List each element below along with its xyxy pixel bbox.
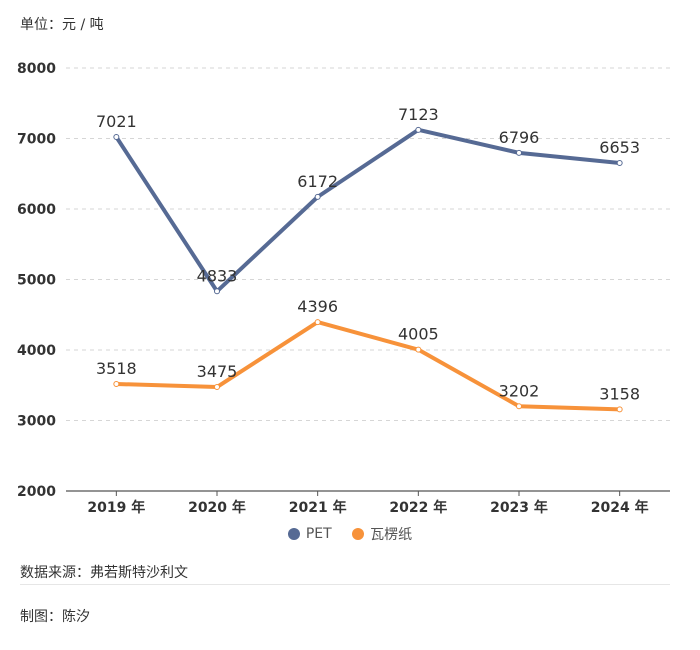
data-label-paper: 4396 [297, 297, 338, 316]
x-tick-label: 2023 年 [490, 499, 548, 516]
data-label-paper: 3475 [197, 362, 238, 381]
x-tick-label: 2024 年 [591, 499, 649, 516]
data-point-paper [516, 403, 522, 410]
data-label-paper: 3518 [96, 359, 137, 378]
x-tick-label: 2019 年 [87, 499, 145, 516]
data-label-paper: 3158 [599, 384, 640, 403]
data-label-paper: 3202 [499, 381, 540, 400]
unit-label: 单位：元 / 吨 [20, 17, 104, 33]
data-label-pet: 7021 [96, 112, 137, 131]
x-tick-label: 2020 年 [188, 499, 246, 516]
y-tick-label: 5000 [17, 273, 56, 289]
x-tick-label: 2021 年 [289, 499, 347, 516]
data-point-paper [415, 346, 422, 353]
data-point-pet [314, 193, 321, 200]
data-point-pet [415, 126, 422, 133]
author-label: 制图：陈汐 [20, 609, 90, 625]
y-tick-label: 4000 [17, 343, 56, 359]
y-tick-label: 7000 [17, 132, 56, 148]
footer-divider [20, 584, 670, 585]
source-label: 数据来源：弗若斯特沙利文 [20, 565, 188, 581]
data-label-pet: 6172 [297, 172, 338, 191]
legend-label-paper: 瓦楞纸 [370, 527, 413, 543]
legend-item-pet[interactable]: PET [287, 526, 332, 542]
data-point-paper [214, 384, 220, 391]
legend-marker-pet [287, 528, 300, 540]
series-line-paper [114, 320, 622, 412]
series-line-pet [114, 127, 622, 294]
data-point-paper [616, 406, 623, 413]
data-point-paper [314, 319, 321, 326]
y-tick-label: 8000 [17, 61, 56, 77]
data-label-paper: 4005 [398, 325, 439, 344]
x-tick-label: 2022 年 [389, 499, 447, 516]
data-label-pet: 7123 [398, 105, 439, 124]
legend-label-pet: PET [305, 526, 332, 542]
data-point-pet [616, 159, 623, 166]
data-label-pet: 6653 [599, 138, 640, 157]
data-point-pet [113, 134, 120, 141]
data-label-pet: 4833 [197, 266, 238, 285]
y-tick-label: 3000 [17, 414, 56, 430]
legend-marker-paper [352, 528, 365, 540]
legend: PET 瓦楞纸 [0, 524, 700, 544]
data-label-pet: 6796 [499, 128, 540, 147]
data-point-pet [214, 288, 220, 295]
legend-item-paper[interactable]: 瓦楞纸 [352, 524, 412, 544]
data-point-paper [113, 380, 120, 387]
data-point-pet [516, 149, 522, 156]
y-tick-label: 6000 [17, 202, 56, 218]
y-tick-label: 2000 [17, 484, 56, 500]
